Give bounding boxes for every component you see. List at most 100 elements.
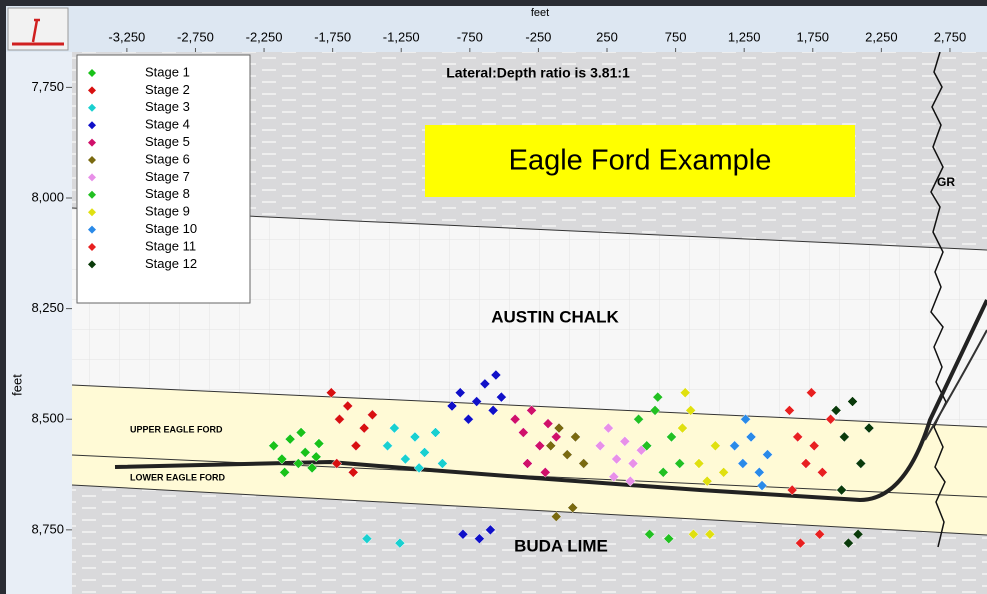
data-point xyxy=(474,533,485,545)
data-point xyxy=(342,400,354,412)
gr-log xyxy=(930,52,947,548)
data-point xyxy=(496,391,507,403)
data-point xyxy=(745,431,757,443)
legend-marker xyxy=(88,138,96,147)
data-point xyxy=(567,502,579,514)
data-point xyxy=(762,449,773,460)
data-point xyxy=(611,453,622,465)
data-point xyxy=(843,537,854,549)
data-point xyxy=(471,396,483,407)
legend-label: Stage 4 xyxy=(145,117,190,132)
data-point xyxy=(847,396,858,407)
data-point xyxy=(578,458,590,469)
y-tick-label: 7,750 xyxy=(31,79,64,94)
annotation: GR xyxy=(937,175,955,189)
data-point xyxy=(394,537,406,549)
legend-box xyxy=(76,54,251,304)
data-point xyxy=(553,422,565,434)
data-point xyxy=(688,528,699,540)
data-point xyxy=(693,458,705,469)
data-point xyxy=(666,431,677,443)
data-point xyxy=(855,458,867,469)
data-point xyxy=(295,427,307,438)
data-point xyxy=(526,405,537,416)
data-point xyxy=(594,440,606,452)
data-point xyxy=(479,378,491,390)
data-point xyxy=(347,466,359,478)
data-point xyxy=(463,413,474,425)
legend-marker xyxy=(88,121,96,130)
data-point xyxy=(836,484,847,496)
data-point xyxy=(490,369,502,381)
data-point xyxy=(487,405,499,416)
data-point xyxy=(710,440,721,452)
y-tick-label: 8,500 xyxy=(31,411,64,426)
data-point xyxy=(624,475,636,487)
legend-marker xyxy=(88,225,96,234)
legend-label: Stage 6 xyxy=(145,151,190,166)
annotation: UPPER EAGLE FORD xyxy=(130,424,223,434)
data-point xyxy=(409,431,421,443)
data-point xyxy=(652,391,664,403)
data-point xyxy=(817,466,828,478)
data-point xyxy=(800,458,812,469)
data-point xyxy=(331,458,343,469)
data-point xyxy=(454,387,466,399)
legend-label: Stage 8 xyxy=(145,186,190,201)
data-point xyxy=(517,427,529,438)
data-point xyxy=(649,405,661,416)
well-path xyxy=(114,299,987,503)
data-point xyxy=(539,466,551,478)
legend-marker xyxy=(88,86,96,95)
x-tick-label: 250 xyxy=(596,29,618,44)
data-point xyxy=(644,528,655,540)
y-tick-label: 8,000 xyxy=(31,189,64,204)
x-tick-label: -1,250 xyxy=(383,29,420,44)
annotation: AUSTIN CHALK xyxy=(491,307,619,326)
data-point xyxy=(457,528,469,540)
data-point xyxy=(685,405,697,416)
data-point xyxy=(276,453,288,465)
data-point xyxy=(830,405,842,416)
x-tick-label: 1,750 xyxy=(797,29,830,44)
x-tick-label: -1,750 xyxy=(314,29,351,44)
legend-label: Stage 3 xyxy=(145,99,190,114)
data-point xyxy=(704,528,716,540)
data-point xyxy=(382,440,393,452)
x-tick-label: -2,750 xyxy=(177,29,214,44)
data-point xyxy=(657,466,669,478)
data-point xyxy=(784,405,795,416)
data-point xyxy=(795,537,806,549)
data-point xyxy=(718,466,729,478)
data-point xyxy=(792,431,804,443)
data-point xyxy=(542,418,554,430)
marks xyxy=(268,369,875,549)
data-point xyxy=(641,440,653,452)
data-point xyxy=(485,524,496,536)
data-point xyxy=(663,533,675,545)
data-point xyxy=(358,422,370,434)
well-path xyxy=(924,329,987,441)
legend-label: Stage 1 xyxy=(145,64,190,79)
data-point xyxy=(367,409,378,421)
x-tick-label: -2,250 xyxy=(246,29,283,44)
legend-marker xyxy=(88,190,96,199)
data-point xyxy=(825,413,836,425)
title-box xyxy=(425,125,855,197)
y-tick-label: 8,750 xyxy=(31,521,64,536)
austin-chalk-zone xyxy=(72,208,987,427)
legend-label: Stage 9 xyxy=(145,204,190,219)
legend-marker xyxy=(88,243,96,251)
data-point xyxy=(619,436,631,447)
data-point xyxy=(756,480,768,491)
data-point xyxy=(292,458,304,469)
data-point xyxy=(570,431,581,443)
data-point xyxy=(561,449,573,460)
data-point xyxy=(419,447,430,458)
data-point xyxy=(334,413,345,425)
data-point xyxy=(863,422,875,434)
data-point xyxy=(437,458,448,469)
data-point xyxy=(361,533,373,545)
top-axis-band xyxy=(6,6,987,52)
